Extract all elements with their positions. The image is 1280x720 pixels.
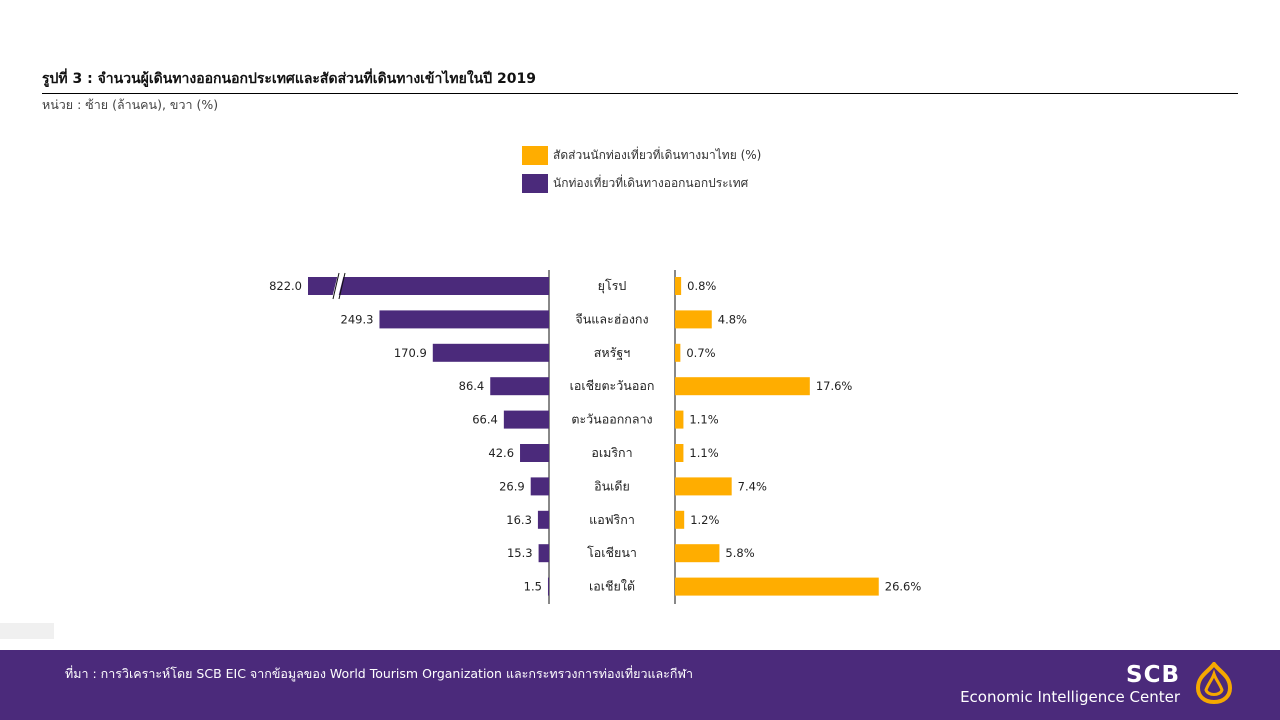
share-bar [675, 544, 720, 563]
legend-label-outbound: นักท่องเที่ยวที่เดินทางออกนอกประเทศ [553, 175, 749, 190]
share-data-label: 1.2% [690, 513, 719, 527]
category-label: โอเชียนา [587, 545, 637, 560]
share-data-label: 26.6% [885, 580, 922, 594]
outbound-data-label: 170.9 [394, 346, 427, 360]
outbound-data-label: 66.4 [472, 413, 498, 427]
legend-item-outbound: นักท่องเที่ยวที่เดินทางออกนอกประเทศ [522, 173, 761, 193]
share-bar [675, 477, 732, 496]
outbound-bar [538, 544, 549, 563]
category-label: อเมริกา [591, 445, 632, 460]
decorative-strip [0, 623, 54, 639]
category-label: เอเชียใต้ [589, 579, 635, 594]
category-label: อินเดีย [594, 478, 630, 493]
butterfly-chart: 822.0 ยุโรป 0.8% 249.3 จีนและฮ่องกง 4.8% 170.9… [269, 270, 922, 604]
outbound-data-label: 26.9 [499, 479, 525, 493]
legend-label-share: สัดส่วนนักท่องเที่ยวที่เดินทางมาไทย (%) [553, 147, 762, 162]
axis-break-mark [332, 272, 340, 300]
share-bar [675, 343, 681, 362]
share-data-label: 5.8% [725, 546, 754, 560]
legend-swatch-outbound [522, 173, 548, 193]
outbound-data-label: 42.6 [488, 446, 514, 460]
outbound-bar [530, 477, 549, 496]
share-bar [675, 410, 684, 429]
outbound-data-label: 249.3 [341, 312, 374, 326]
outbound-bar [379, 310, 549, 329]
share-bar [675, 510, 685, 529]
category-label: เอเชียตะวันออก [570, 378, 655, 393]
brand-block: SCB Economic Intelligence Center [960, 662, 1180, 706]
share-data-label: 0.8% [687, 279, 716, 293]
share-bar [675, 377, 810, 396]
share-data-label: 1.1% [689, 446, 718, 460]
outbound-data-label: 15.3 [507, 546, 533, 560]
outbound-bar [432, 343, 549, 362]
outbound-data-label: 16.3 [506, 513, 532, 527]
share-data-label: 1.1% [689, 413, 718, 427]
share-data-label: 4.8% [718, 312, 747, 326]
category-label: ยุโรป [598, 278, 627, 294]
outbound-bar [503, 410, 549, 429]
axis-break-mark [338, 272, 346, 300]
category-label: สหรัฐฯ [594, 345, 631, 360]
share-bar [675, 310, 712, 329]
share-bar [675, 444, 684, 462]
outbound-data-label: 1.5 [524, 580, 542, 594]
share-data-label: 7.4% [738, 479, 767, 493]
outbound-bar [308, 277, 549, 295]
outbound-data-label: 822.0 [269, 279, 302, 293]
share-bar [675, 577, 879, 596]
outbound-bar [547, 577, 549, 596]
outbound-bar [490, 377, 549, 396]
legend-item-share: สัดส่วนนักท่องเที่ยวที่เดินทางมาไทย (%) [522, 145, 761, 165]
share-data-label: 0.7% [686, 346, 715, 360]
legend-swatch-share [522, 145, 548, 165]
category-label: ตะวันออกกลาง [571, 412, 652, 427]
chart-unit-note: หน่วย : ซ้าย (ล้านคน), ขวา (%) [42, 97, 219, 112]
category-label: แอฟริกา [589, 512, 635, 527]
chart-legend: สัดส่วนนักท่องเที่ยวที่เดินทางมาไทย (%) … [522, 145, 761, 201]
chart-title: รูปที่ 3 : จำนวนผู้เดินทางออกนอกประเทศแล… [42, 68, 1238, 94]
share-bar [675, 277, 682, 295]
brand-subtitle: Economic Intelligence Center [960, 688, 1180, 706]
outbound-bar [537, 510, 549, 529]
outbound-bar [520, 444, 549, 462]
outbound-data-label: 86.4 [459, 379, 485, 393]
scb-logo-icon [1195, 662, 1233, 704]
source-note: ที่มา : การวิเคราะห์โดย SCB EIC จากข้อมู… [65, 666, 694, 681]
category-label: จีนและฮ่องกง [575, 311, 648, 326]
share-data-label: 17.6% [816, 379, 853, 393]
brand-name: SCB [1126, 662, 1180, 688]
footer-bar: ที่มา : การวิเคราะห์โดย SCB EIC จากข้อมู… [0, 650, 1280, 720]
